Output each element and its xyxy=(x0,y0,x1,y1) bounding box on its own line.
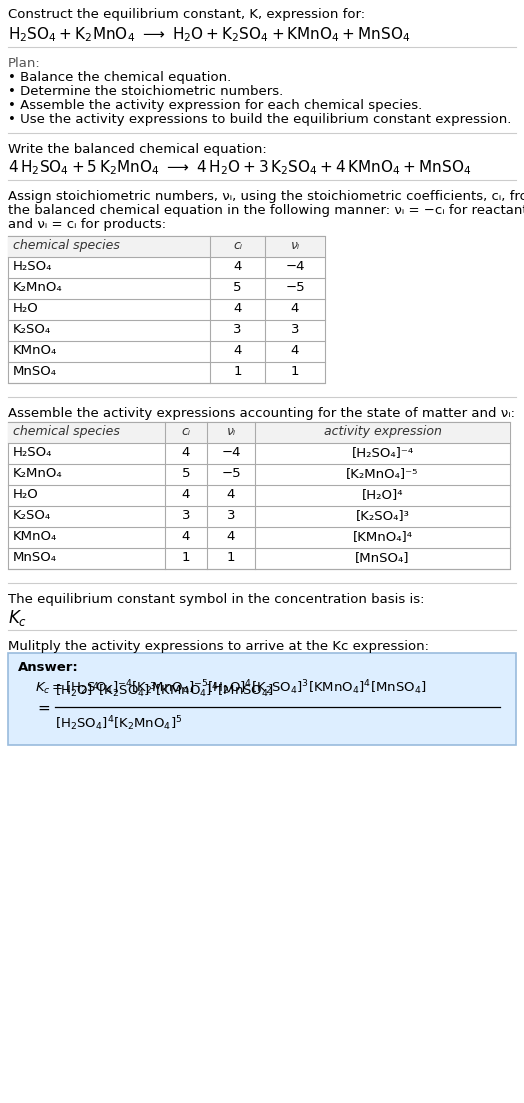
Text: MnSO₄: MnSO₄ xyxy=(13,552,57,564)
Bar xyxy=(8,422,510,443)
Text: • Determine the stoichiometric numbers.: • Determine the stoichiometric numbers. xyxy=(8,85,283,98)
Text: and νᵢ = cᵢ for products:: and νᵢ = cᵢ for products: xyxy=(8,218,166,231)
Text: [K₂MnO₄]⁻⁵: [K₂MnO₄]⁻⁵ xyxy=(346,467,419,480)
Text: 4: 4 xyxy=(182,531,190,543)
Text: 1: 1 xyxy=(227,552,235,564)
Text: 4: 4 xyxy=(182,488,190,501)
Text: Assemble the activity expressions accounting for the state of matter and νᵢ:: Assemble the activity expressions accoun… xyxy=(8,407,515,420)
Text: $\mathrm{H_2SO_4 + K_2MnO_4 \ \longrightarrow \ H_2O + K_2SO_4 + KMnO_4 + MnSO_4: $\mathrm{H_2SO_4 + K_2MnO_4 \ \longright… xyxy=(8,25,410,44)
Text: 5: 5 xyxy=(182,467,190,480)
Text: • Balance the chemical equation.: • Balance the chemical equation. xyxy=(8,71,231,84)
Text: 4: 4 xyxy=(182,446,190,459)
Text: 1: 1 xyxy=(291,365,299,378)
Text: • Assemble the activity expression for each chemical species.: • Assemble the activity expression for e… xyxy=(8,99,422,113)
Text: Write the balanced chemical equation:: Write the balanced chemical equation: xyxy=(8,143,267,156)
Bar xyxy=(8,653,516,745)
Text: 4: 4 xyxy=(227,531,235,543)
Text: cᵢ: cᵢ xyxy=(181,425,191,438)
Text: [KMnO₄]⁴: [KMnO₄]⁴ xyxy=(353,531,412,543)
Text: [H₂SO₄]⁻⁴: [H₂SO₄]⁻⁴ xyxy=(352,446,413,459)
Text: H₂SO₄: H₂SO₄ xyxy=(13,260,52,274)
Text: 1: 1 xyxy=(182,552,190,564)
Text: 3: 3 xyxy=(291,323,299,336)
Text: 4: 4 xyxy=(291,302,299,315)
Text: νᵢ: νᵢ xyxy=(290,239,300,251)
Bar xyxy=(8,236,325,383)
Text: 4: 4 xyxy=(233,260,242,274)
Text: chemical species: chemical species xyxy=(13,239,120,251)
Text: [MnSO₄]: [MnSO₄] xyxy=(355,552,410,564)
Text: the balanced chemical equation in the following manner: νᵢ = −cᵢ for reactants: the balanced chemical equation in the fo… xyxy=(8,204,524,217)
Text: 3: 3 xyxy=(227,508,235,522)
Text: Construct the equilibrium constant, K, expression for:: Construct the equilibrium constant, K, e… xyxy=(8,8,365,21)
Text: −4: −4 xyxy=(285,260,305,274)
Text: 4: 4 xyxy=(227,488,235,501)
Text: MnSO₄: MnSO₄ xyxy=(13,365,57,378)
Text: −4: −4 xyxy=(221,446,241,459)
Text: activity expression: activity expression xyxy=(323,425,441,438)
Text: KMnO₄: KMnO₄ xyxy=(13,531,57,543)
Text: 3: 3 xyxy=(182,508,190,522)
Bar xyxy=(8,422,510,569)
Text: H₂O: H₂O xyxy=(13,302,39,315)
Text: chemical species: chemical species xyxy=(13,425,120,438)
Text: $K_c$: $K_c$ xyxy=(8,608,27,628)
Text: −5: −5 xyxy=(285,281,305,295)
Bar xyxy=(8,236,325,257)
Text: $=$: $=$ xyxy=(35,699,51,715)
Text: K₂SO₄: K₂SO₄ xyxy=(13,508,51,522)
Text: Assign stoichiometric numbers, νᵢ, using the stoichiometric coefficients, cᵢ, fr: Assign stoichiometric numbers, νᵢ, using… xyxy=(8,190,524,203)
Text: 4: 4 xyxy=(291,344,299,357)
Text: Plan:: Plan: xyxy=(8,57,41,69)
Text: K₂MnO₄: K₂MnO₄ xyxy=(13,467,63,480)
Text: K₂MnO₄: K₂MnO₄ xyxy=(13,281,63,295)
Text: H₂SO₄: H₂SO₄ xyxy=(13,446,52,459)
Text: K₂SO₄: K₂SO₄ xyxy=(13,323,51,336)
Text: [H₂O]⁴: [H₂O]⁴ xyxy=(362,488,403,501)
Text: Answer:: Answer: xyxy=(18,661,79,674)
Text: $\mathrm{4\,H_2SO_4 + 5\,K_2MnO_4 \ \longrightarrow \ 4\,H_2O + 3\,K_2SO_4 + 4\,: $\mathrm{4\,H_2SO_4 + 5\,K_2MnO_4 \ \lon… xyxy=(8,158,472,176)
Text: 4: 4 xyxy=(233,344,242,357)
Text: H₂O: H₂O xyxy=(13,488,39,501)
Text: 1: 1 xyxy=(233,365,242,378)
Text: νᵢ: νᵢ xyxy=(226,425,236,438)
Text: KMnO₄: KMnO₄ xyxy=(13,344,57,357)
Text: −5: −5 xyxy=(221,467,241,480)
Text: • Use the activity expressions to build the equilibrium constant expression.: • Use the activity expressions to build … xyxy=(8,113,511,126)
Text: The equilibrium constant symbol in the concentration basis is:: The equilibrium constant symbol in the c… xyxy=(8,593,424,606)
Text: Mulitply the activity expressions to arrive at the Kᴄ expression:: Mulitply the activity expressions to arr… xyxy=(8,640,429,653)
Text: $K_c = [\mathrm{H_2SO_4}]^{-4}[\mathrm{K_2MnO_4}]^{-5}[\mathrm{H_2O}]^{4}[\mathr: $K_c = [\mathrm{H_2SO_4}]^{-4}[\mathrm{K… xyxy=(35,678,427,697)
Text: 3: 3 xyxy=(233,323,242,336)
Text: cᵢ: cᵢ xyxy=(233,239,242,251)
Text: 5: 5 xyxy=(233,281,242,295)
Text: 4: 4 xyxy=(233,302,242,315)
Text: $[\mathrm{H_2SO_4}]^{4}[\mathrm{K_2MnO_4}]^{5}$: $[\mathrm{H_2SO_4}]^{4}[\mathrm{K_2MnO_4… xyxy=(55,714,182,732)
Text: [K₂SO₄]³: [K₂SO₄]³ xyxy=(356,508,409,522)
Text: $[\mathrm{H_2O}]^{4}[\mathrm{K_2SO_4}]^{3}[\mathrm{KMnO_4}]^{4}[\mathrm{MnSO_4}]: $[\mathrm{H_2O}]^{4}[\mathrm{K_2SO_4}]^{… xyxy=(55,682,274,700)
